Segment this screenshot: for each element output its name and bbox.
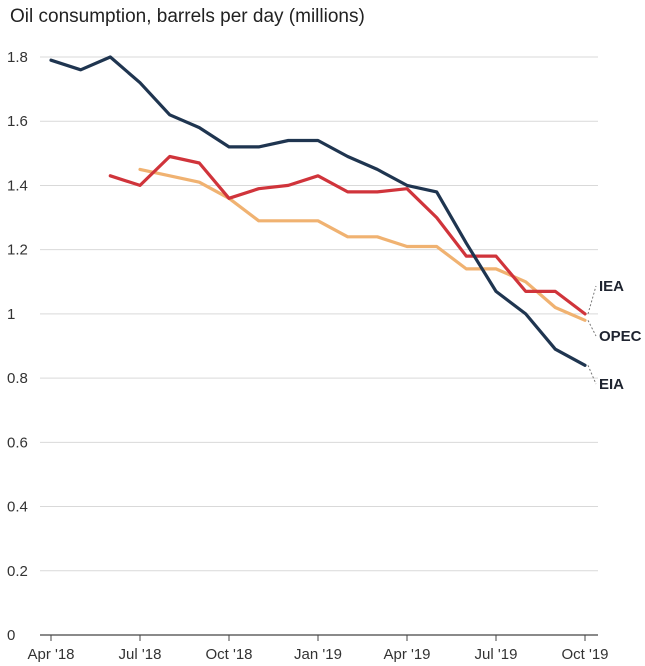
x-tick-label: Oct '18 <box>205 646 252 663</box>
series-label-eia: EIA <box>599 376 624 393</box>
series-line-eia <box>49 55 587 367</box>
label-leader-opec <box>587 320 597 337</box>
x-tick-label: Jan '19 <box>294 646 342 663</box>
y-tick-label: 0.6 <box>7 434 28 451</box>
x-tick-label: Oct '19 <box>561 646 608 663</box>
x-tick-label: Apr '19 <box>383 646 430 663</box>
series-label-iea: IEA <box>599 278 624 295</box>
x-tick-label: Jul '18 <box>119 646 162 663</box>
y-tick-label: 1.8 <box>7 49 28 66</box>
series-labels: EIA IEA OPEC <box>587 278 642 393</box>
x-axis-ticks: Apr '18 Jul '18 Oct '18 Jan '19 Apr '19 Jul '… <box>27 635 609 663</box>
grid-lines <box>40 56 598 636</box>
chart-title: Oil consumption, barrels per day (millio… <box>10 6 365 27</box>
y-tick-label: 0.8 <box>7 370 28 387</box>
series-lines <box>49 55 587 367</box>
y-tick-label: 1.4 <box>7 177 28 194</box>
y-tick-label: 0 <box>7 627 15 644</box>
y-tick-label: 0.2 <box>7 563 28 580</box>
y-tick-label: 1 <box>7 306 15 323</box>
label-leader-eia <box>587 365 597 385</box>
y-tick-label: 1.6 <box>7 113 28 130</box>
y-axis-ticks: 0 0.2 0.4 0.6 0.8 1 1.2 1.4 1.6 1.8 <box>7 49 28 644</box>
y-tick-label: 0.4 <box>7 499 28 516</box>
x-tick-label: Jul '19 <box>475 646 518 663</box>
label-leader-iea <box>587 285 597 315</box>
x-tick-label: Apr '18 <box>27 646 74 663</box>
series-line-iea <box>108 154 587 316</box>
y-tick-label: 1.2 <box>7 242 28 259</box>
series-label-opec: OPEC <box>599 328 642 345</box>
